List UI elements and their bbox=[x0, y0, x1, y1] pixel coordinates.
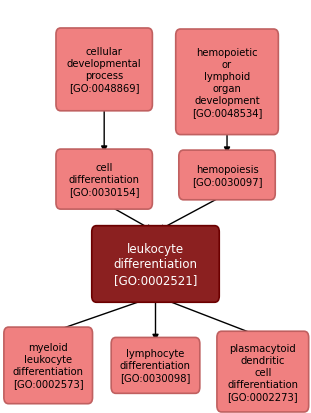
FancyBboxPatch shape bbox=[176, 30, 278, 135]
FancyBboxPatch shape bbox=[179, 151, 275, 200]
Text: cell
differentiation
[GO:0030154]: cell differentiation [GO:0030154] bbox=[69, 163, 140, 197]
Text: hemopoietic
or
lymphoid
organ
development
[GO:0048534]: hemopoietic or lymphoid organ developmen… bbox=[192, 47, 262, 118]
FancyBboxPatch shape bbox=[217, 331, 309, 412]
FancyBboxPatch shape bbox=[111, 338, 200, 393]
Text: lymphocyte
differentiation
[GO:0030098]: lymphocyte differentiation [GO:0030098] bbox=[120, 349, 191, 382]
FancyBboxPatch shape bbox=[56, 150, 152, 210]
Text: leukocyte
differentiation
[GO:0002521]: leukocyte differentiation [GO:0002521] bbox=[114, 242, 197, 286]
FancyBboxPatch shape bbox=[4, 327, 93, 404]
FancyBboxPatch shape bbox=[92, 226, 219, 302]
Text: myeloid
leukocyte
differentiation
[GO:0002573]: myeloid leukocyte differentiation [GO:00… bbox=[13, 342, 84, 389]
Text: cellular
developmental
process
[GO:0048869]: cellular developmental process [GO:00488… bbox=[67, 47, 142, 93]
FancyBboxPatch shape bbox=[56, 29, 152, 112]
Text: hemopoiesis
[GO:0030097]: hemopoiesis [GO:0030097] bbox=[192, 164, 262, 187]
Text: plasmacytoid
dendritic
cell
differentiation
[GO:0002273]: plasmacytoid dendritic cell differentiat… bbox=[227, 343, 298, 401]
